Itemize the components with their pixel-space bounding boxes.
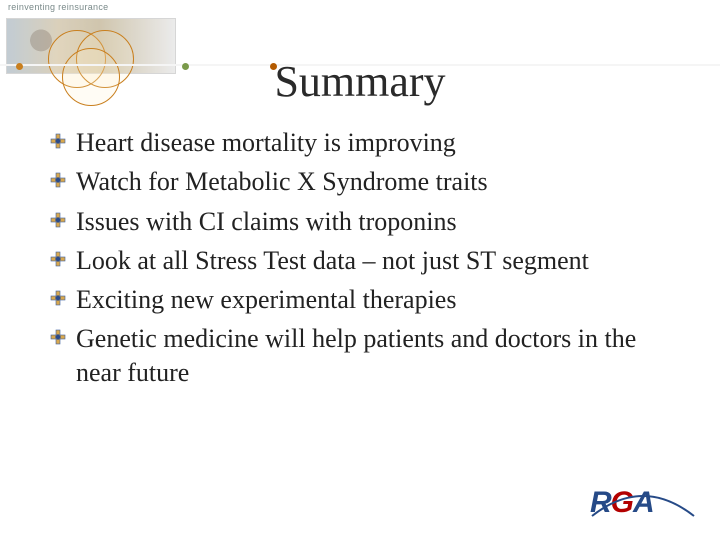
bullet-icon bbox=[50, 251, 70, 267]
bullet-text: Watch for Metabolic X Syndrome traits bbox=[76, 165, 670, 198]
bullet-text: Issues with CI claims with troponins bbox=[76, 205, 670, 238]
bullet-text: Exciting new experimental therapies bbox=[76, 283, 670, 316]
bullet-list: Heart disease mortality is improving Wat… bbox=[50, 126, 670, 395]
tagline: reinventing reinsurance bbox=[8, 2, 108, 12]
bullet-item: Look at all Stress Test data – not just … bbox=[50, 244, 670, 277]
rga-logo: RGA bbox=[590, 486, 700, 526]
bullet-text: Genetic medicine will help patients and … bbox=[76, 322, 670, 389]
slide-title: Summary bbox=[0, 56, 720, 107]
logo-swoosh-icon bbox=[588, 482, 698, 526]
bullet-icon bbox=[50, 172, 70, 188]
bullet-icon bbox=[50, 329, 70, 345]
bullet-item: Heart disease mortality is improving bbox=[50, 126, 670, 159]
bullet-icon bbox=[50, 212, 70, 228]
bullet-text: Look at all Stress Test data – not just … bbox=[76, 244, 670, 277]
bullet-text: Heart disease mortality is improving bbox=[76, 126, 670, 159]
bullet-icon bbox=[50, 290, 70, 306]
bullet-item: Exciting new experimental therapies bbox=[50, 283, 670, 316]
bullet-icon bbox=[50, 133, 70, 149]
bullet-item: Genetic medicine will help patients and … bbox=[50, 322, 670, 389]
bullet-item: Watch for Metabolic X Syndrome traits bbox=[50, 165, 670, 198]
bullet-item: Issues with CI claims with troponins bbox=[50, 205, 670, 238]
slide: reinventing reinsurance Summary Heart di… bbox=[0, 0, 720, 540]
